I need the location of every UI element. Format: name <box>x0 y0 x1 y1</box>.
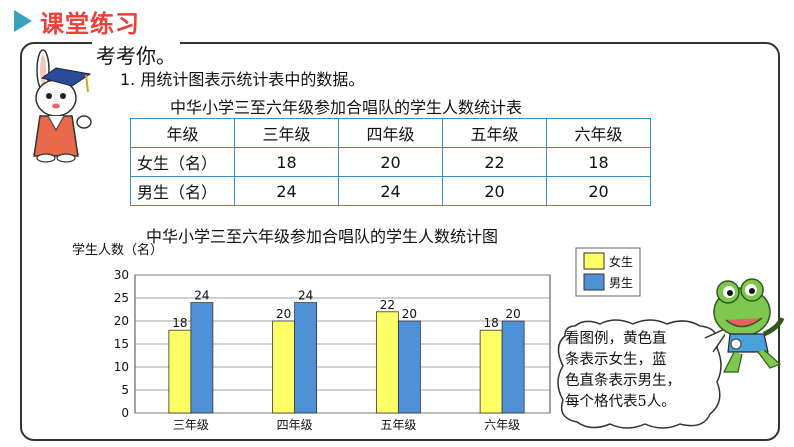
intro-text: 考考你。 <box>92 40 180 69</box>
table-cell: 24 <box>234 176 339 206</box>
table-cell: 20 <box>338 147 443 177</box>
y-tick-label: 10 <box>114 360 129 374</box>
speech-bubble-line: 色直条表示男生， <box>565 373 681 389</box>
frog-icon <box>713 278 785 373</box>
table-cell: 20 <box>442 176 547 206</box>
data-label: 22 <box>380 298 395 312</box>
legend-label-girls: 女生 <box>609 254 633 269</box>
rabbit-graduate-icon <box>33 49 92 163</box>
bar-boys <box>501 320 525 414</box>
table-header-cell: 六年级 <box>546 118 651 148</box>
table-row-label: 女生（名） <box>130 147 235 177</box>
data-label: 18 <box>172 316 187 330</box>
bar-boys <box>294 302 318 414</box>
legend-swatch-girls <box>583 252 605 270</box>
y-tick-label: 0 <box>121 406 129 420</box>
table-row: 男生（名） 24 24 20 20 <box>130 176 651 206</box>
table-row-label: 男生（名） <box>130 176 235 206</box>
data-label: 24 <box>298 289 313 303</box>
legend-swatch-boys <box>583 273 605 291</box>
bar-girls <box>479 329 503 414</box>
statistics-table: 年级 三年级 四年级 五年级 六年级 女生（名） 18 20 22 18 男生（… <box>130 118 651 206</box>
y-tick-label: 15 <box>114 337 129 351</box>
table-cell: 18 <box>234 147 339 177</box>
legend-label-boys: 男生 <box>609 276 633 290</box>
chart-legend: 女生 男生 <box>575 247 641 297</box>
bar-boys <box>397 320 421 414</box>
data-label: 20 <box>276 307 291 321</box>
y-tick-label: 25 <box>114 291 129 305</box>
chart-title: 中华小学三至六年级参加合唱队的学生人数统计图 <box>146 227 499 246</box>
table-cell: 24 <box>338 176 443 206</box>
bar-girls <box>168 329 192 414</box>
table-cell: 22 <box>442 147 547 177</box>
data-label: 18 <box>483 316 498 330</box>
x-tick-label: 四年级 <box>277 418 313 432</box>
y-tick-label: 30 <box>114 268 129 282</box>
table-header-row: 年级 三年级 四年级 五年级 六年级 <box>130 118 651 148</box>
x-tick-label: 五年级 <box>380 418 416 432</box>
x-tick-label: 三年级 <box>173 418 209 432</box>
question-text: 1. 用统计图表示统计表中的数据。 <box>120 70 365 89</box>
data-label: 20 <box>402 307 417 321</box>
table-header-cell: 四年级 <box>338 118 443 148</box>
table-header-cell: 三年级 <box>234 118 339 148</box>
speech-bubble-line: 看图例，黄色直 <box>565 331 667 347</box>
table-cell: 20 <box>546 176 651 206</box>
speech-bubble-line: 每个格代表5人。 <box>565 394 676 410</box>
page-title: 课堂练习 <box>40 10 140 38</box>
table-row: 女生（名） 18 20 22 18 <box>130 147 651 177</box>
data-label: 24 <box>194 289 209 303</box>
y-tick-label: 20 <box>114 314 129 328</box>
speech-bubble-text: 看图例，黄色直 条表示女生，蓝 色直条表示男生， 每个格代表5人。 <box>565 329 715 413</box>
table-header-cell: 五年级 <box>442 118 547 148</box>
speech-bubble-line: 条表示女生，蓝 <box>565 352 667 368</box>
table-header-cell: 年级 <box>130 118 235 148</box>
x-tick-label: 六年级 <box>484 418 520 432</box>
header-play-icon <box>14 10 32 32</box>
bar-girls <box>272 320 296 414</box>
data-label: 20 <box>505 307 520 321</box>
bar-boys <box>190 302 214 414</box>
y-axis-label: 学生人数（名） <box>72 242 163 258</box>
speech-bubble <box>557 319 725 429</box>
y-tick-label: 5 <box>121 383 129 397</box>
bar-girls <box>375 311 399 414</box>
table-title: 中华小学三至六年级参加合唱队的学生人数统计表 <box>170 98 523 117</box>
